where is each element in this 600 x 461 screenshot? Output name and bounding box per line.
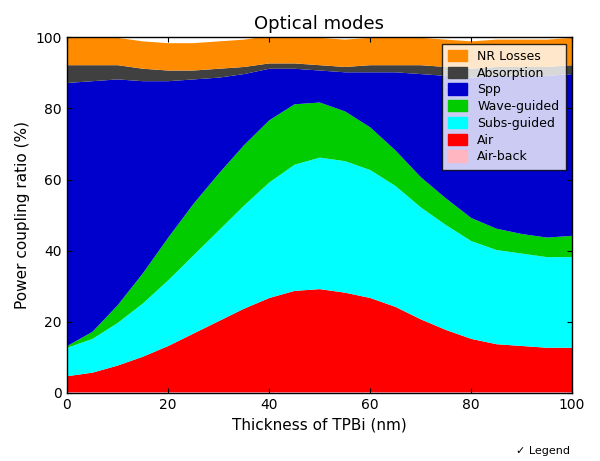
Title: Optical modes: Optical modes (254, 15, 385, 33)
Text: ✓ Legend: ✓ Legend (516, 446, 570, 456)
Y-axis label: Power coupling ratio (%): Power coupling ratio (%) (15, 121, 30, 309)
X-axis label: Thickness of TPBi (nm): Thickness of TPBi (nm) (232, 417, 407, 432)
Legend: NR Losses, Absorption, Spp, Wave-guided, Subs-guided, Air, Air-back: NR Losses, Absorption, Spp, Wave-guided,… (442, 44, 566, 170)
